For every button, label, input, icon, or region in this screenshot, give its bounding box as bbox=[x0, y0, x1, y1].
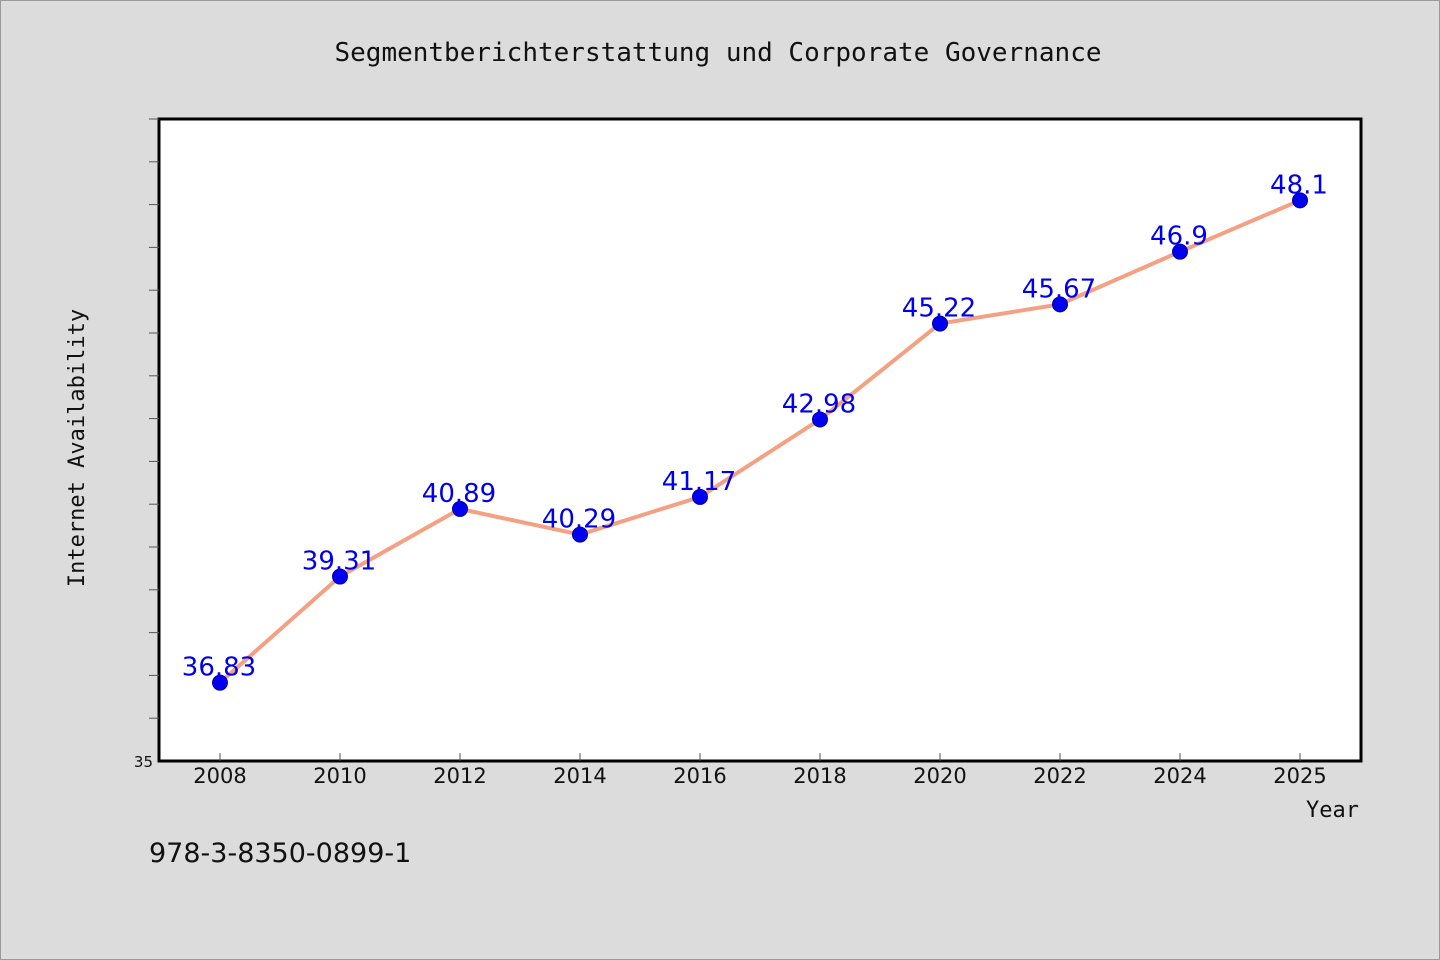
x-tick-label: 2016 bbox=[673, 764, 726, 788]
data-label: 39.31 bbox=[302, 547, 376, 577]
data-label: 46.9 bbox=[1150, 222, 1208, 252]
data-point bbox=[452, 500, 468, 517]
x-tick-label: 2012 bbox=[433, 764, 486, 788]
x-tick-label: 2014 bbox=[553, 764, 606, 788]
plot-area bbox=[157, 117, 1363, 763]
x-tick-label: 2010 bbox=[313, 764, 366, 788]
y-axis-label: Internet Availability bbox=[65, 309, 90, 587]
x-axis-label: Year bbox=[1306, 798, 1359, 823]
data-label: 36.83 bbox=[182, 653, 256, 683]
data-label: 40.89 bbox=[422, 479, 496, 509]
data-label: 42.98 bbox=[782, 389, 856, 419]
x-tick-label: 2018 bbox=[793, 764, 846, 788]
x-tick-label: 2024 bbox=[1153, 764, 1206, 788]
data-point bbox=[1292, 192, 1308, 209]
data-label: 48.1 bbox=[1270, 170, 1328, 200]
y-tick-label: 35 bbox=[134, 753, 153, 771]
data-point bbox=[692, 488, 708, 505]
data-point bbox=[572, 526, 588, 543]
data-point bbox=[932, 315, 948, 332]
data-point bbox=[1052, 296, 1068, 313]
data-point bbox=[332, 568, 348, 585]
series-line bbox=[218, 198, 1301, 685]
x-axis-ticks: 2008 2010 2012 2014 2016 2018 2020 2022 2024 2025 bbox=[193, 753, 1327, 788]
data-label: 45.67 bbox=[1022, 274, 1096, 304]
x-tick-label: 2022 bbox=[1033, 764, 1086, 788]
y-axis-ticks: 35 bbox=[134, 118, 159, 771]
x-tick-label: 2020 bbox=[913, 764, 966, 788]
data-label: 40.29 bbox=[542, 505, 616, 535]
data-point bbox=[1172, 243, 1188, 260]
data-label: 41.17 bbox=[662, 467, 736, 497]
data-point bbox=[212, 674, 228, 691]
isbn-text: 978-3-8350-0899-1 bbox=[149, 838, 411, 869]
data-point bbox=[812, 411, 828, 428]
data-label: 45.22 bbox=[902, 294, 976, 324]
chart-title: Segmentberichterstattung und Corporate G… bbox=[334, 38, 1101, 68]
x-tick-label: 2025 bbox=[1273, 764, 1326, 788]
series-layer: 36.83 39.31 40.89 40.29 41.17 42.98 45.22 45.67… bbox=[182, 170, 1328, 691]
x-tick-label: 2008 bbox=[193, 764, 246, 788]
